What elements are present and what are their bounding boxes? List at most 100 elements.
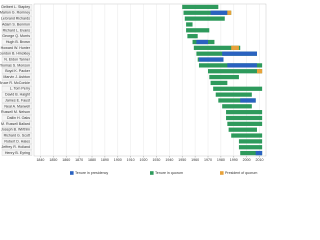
bar-segment (209, 74, 239, 80)
row-label: Boyd K. Packer (5, 69, 31, 73)
row-label-box (1, 132, 33, 139)
bar-segment (210, 10, 228, 15)
x-tick-label: 1940 (165, 158, 173, 162)
row-label-box (1, 80, 33, 86)
x-tick-label: 1980 (217, 158, 225, 162)
row-label-box (1, 56, 33, 63)
x-tick-label: 1860 (62, 158, 70, 162)
x-tick-label: 1870 (75, 158, 83, 162)
row-label: Russell M. Nelson (1, 110, 30, 114)
bar-segment (238, 139, 263, 144)
x-tick-label: 1950 (178, 158, 186, 162)
row-label: LeGrand Richards (1, 17, 30, 21)
row-label-box (1, 33, 33, 39)
row-label: David B. Haight (5, 93, 30, 97)
bar-segment (215, 92, 252, 97)
legend-swatch (220, 171, 224, 175)
row-label: Delbert L. Stapley (1, 5, 30, 9)
x-tick-label: 1970 (204, 158, 212, 162)
row-label-box (1, 103, 33, 109)
bar-segment (210, 80, 228, 86)
row-label-box (1, 91, 33, 98)
row-label: Adam S. Bennion (2, 22, 30, 26)
x-tick-label: 1910 (127, 158, 135, 162)
x-tick-label: 2010 (256, 158, 264, 162)
legend-label: President of quorum (225, 171, 257, 175)
x-tick-label: 1920 (140, 158, 148, 162)
row-label: Gordon B. Hinckley (0, 52, 30, 56)
x-tick-label: 1850 (49, 158, 57, 162)
bar-segment (231, 133, 263, 138)
row-label-box (1, 15, 33, 22)
x-tick-label: 1840 (36, 158, 44, 162)
legend-label: Tenure in quorum (155, 171, 183, 175)
bar-segment (222, 51, 257, 56)
bar-segment (218, 98, 256, 103)
row-label: Bruce R. McConkie (0, 81, 30, 85)
bar-segment (186, 28, 210, 33)
row-label-box (1, 27, 33, 33)
x-tick-label: 1930 (152, 158, 160, 162)
row-label: Joseph B. Wirthlin (1, 128, 30, 132)
bar-segment (193, 45, 241, 50)
row-label: Neal A. Maxwell (4, 104, 30, 108)
row-label-box (1, 4, 33, 10)
row-label: James E. Faust (5, 98, 30, 102)
row-label-box (1, 21, 33, 28)
x-tick-label: 1880 (88, 158, 96, 162)
x-tick-label: 1900 (114, 158, 122, 162)
bar-segment (227, 10, 232, 15)
row-label-box (1, 109, 33, 115)
plot-area (33, 3, 267, 157)
row-label-box (1, 39, 33, 45)
row-label-box (1, 115, 33, 121)
bar-segment (213, 86, 263, 91)
bar-segment (184, 16, 225, 21)
row-label-box (1, 144, 33, 150)
legend-label: Tenure in presidency (75, 171, 108, 175)
row-label: Richard L. Evans (3, 28, 31, 32)
row-label-box (1, 10, 33, 16)
row-label: Henry B. Eyring (5, 151, 30, 155)
bar-segment (186, 22, 193, 27)
row-label-box (1, 121, 33, 127)
row-label-box (1, 62, 33, 69)
row-label: Dallin H. Oaks (7, 116, 30, 120)
row-label-box (1, 97, 33, 104)
bar-segment (208, 69, 263, 74)
bar-segment (240, 98, 256, 103)
row-label: Robert D. Hales (4, 139, 30, 143)
bar-segment (226, 110, 263, 115)
bar-segment (255, 150, 263, 156)
legend-swatch (150, 171, 154, 175)
bar-segment (227, 63, 257, 68)
bar-segment (238, 145, 263, 150)
row-label-box (1, 45, 33, 51)
row-label-box (1, 51, 33, 57)
row-label: George Q. Morris (2, 34, 30, 38)
row-label: L. Tom Perry (10, 87, 31, 91)
row-label: Jeffrey R. Holland (2, 145, 31, 149)
row-label: M. Russell Ballard (1, 122, 30, 126)
row-label-box (1, 127, 33, 133)
row-label-box (1, 150, 33, 156)
bar-segment (228, 127, 257, 132)
row-label-box (1, 74, 33, 80)
row-label-box (1, 86, 33, 92)
x-tick-label: 1890 (101, 158, 109, 162)
bar-segment (222, 104, 252, 109)
bar-segment (256, 69, 263, 74)
chart: 1840 1850 1860 1870 1880 1890 1900 1910 1920 1930… (0, 3, 267, 175)
row-label: Marvin J. Ashton (3, 75, 30, 79)
row-label: Hugh B. Brown (6, 40, 30, 44)
bar-segment (196, 39, 208, 45)
row-label: Howard W. Hunter (1, 46, 31, 50)
bar-segment (187, 34, 198, 39)
bar-segment (183, 10, 232, 15)
row-label-box (1, 68, 33, 74)
bar-segment (198, 57, 224, 62)
bar-segment (182, 4, 219, 10)
x-tick-label: 2000 (243, 158, 251, 162)
bar-segment (231, 45, 239, 50)
row-label: Thomas S. Monson (0, 63, 30, 67)
